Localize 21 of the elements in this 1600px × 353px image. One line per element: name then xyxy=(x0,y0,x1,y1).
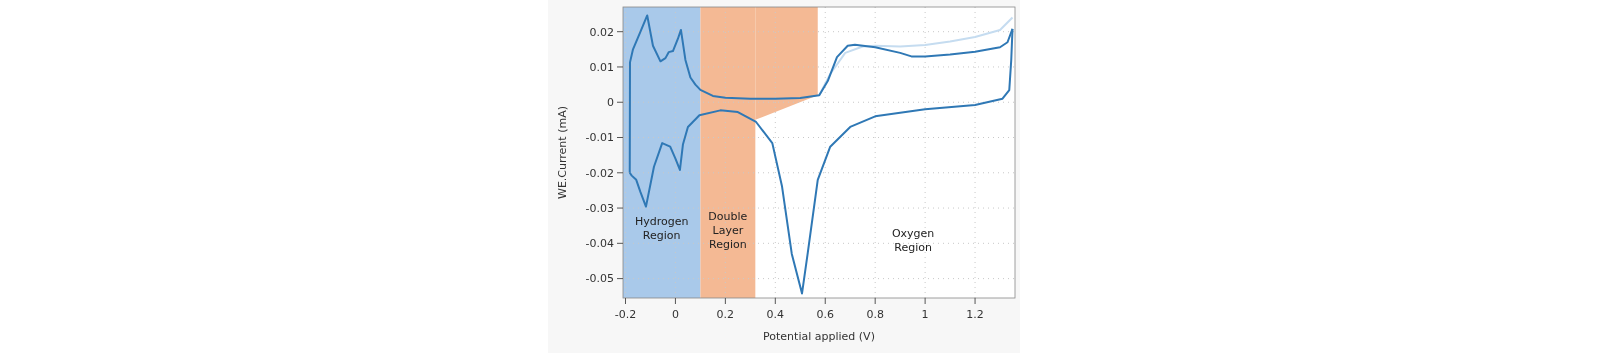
y-tick-label: -0.02 xyxy=(585,166,614,180)
x-tick-label: 0.4 xyxy=(766,308,785,321)
x-tick-label: 0 xyxy=(671,308,679,321)
y-tick-label: 0 xyxy=(607,96,614,110)
x-tick-label: 0.2 xyxy=(716,308,735,321)
y-tick-label: -0.05 xyxy=(585,272,614,286)
band-label: Hydrogen Region xyxy=(634,215,689,242)
x-tick-label: 1 xyxy=(921,308,929,321)
y-axis-title: WE.Current (mA) xyxy=(556,106,569,199)
x-tick-label: 0.8 xyxy=(866,308,884,321)
annotation: Oxygen Region xyxy=(891,227,935,254)
y-tick-label: -0.01 xyxy=(585,131,614,145)
y-tick-label: -0.04 xyxy=(585,237,614,251)
x-tick-label: 0.6 xyxy=(816,308,834,321)
x-tick-label: -0.2 xyxy=(614,308,637,321)
x-tick-label: 1.2 xyxy=(966,308,984,321)
band-label: Double Layer Region xyxy=(708,210,748,251)
x-axis-title: Potential applied (V) xyxy=(763,330,875,343)
y-tick-label: 0.02 xyxy=(589,25,614,39)
y-tick-label: 0.01 xyxy=(589,60,614,74)
y-tick-label: -0.03 xyxy=(585,201,614,215)
